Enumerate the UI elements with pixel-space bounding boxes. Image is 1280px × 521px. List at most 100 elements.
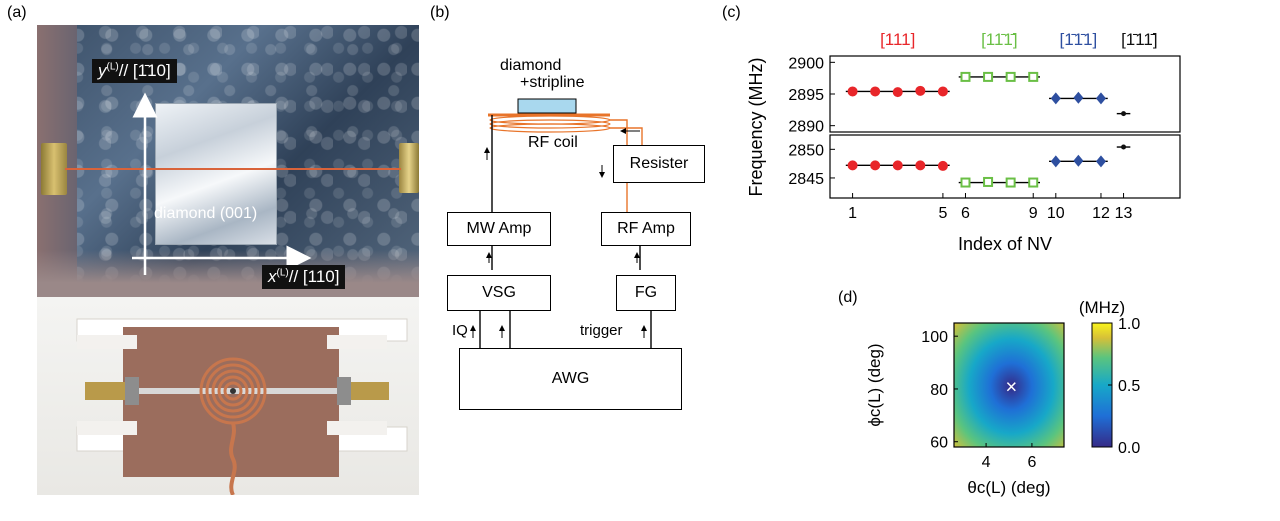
xtick-label: 1 xyxy=(848,205,857,222)
tape-top-left xyxy=(77,335,137,349)
upper-axes-box xyxy=(829,55,1181,133)
lower-point xyxy=(983,176,994,187)
upper-point xyxy=(1073,91,1084,104)
lower-point xyxy=(960,177,971,188)
upper-point xyxy=(937,86,948,97)
circuit-diagram xyxy=(470,98,652,348)
lower-point xyxy=(1121,144,1127,150)
lower-point xyxy=(1005,177,1016,188)
coil-leads xyxy=(229,422,237,495)
awg-box: AWG xyxy=(459,348,682,410)
stripline-label: +stripline xyxy=(520,74,585,91)
colorbar-tick-label: 1.0 xyxy=(1118,316,1140,333)
lower-ytick-label: 2845 xyxy=(788,171,824,188)
resister-box: Resister xyxy=(613,145,705,183)
heatmap-ytick-label: 100 xyxy=(921,329,948,346)
diamond-photo: y(L)// [1̄10] x(L)// [110] diamond (001) xyxy=(37,25,419,297)
rf-coil-symbol xyxy=(489,115,611,133)
tape-top-right xyxy=(327,335,387,349)
lower-axes-box xyxy=(829,134,1181,199)
panel-label-d: (d) xyxy=(838,289,858,306)
rf-amp-box: RF Amp xyxy=(601,212,691,246)
trigger-label: trigger xyxy=(580,322,623,339)
lower-point xyxy=(892,160,903,171)
y-direction-label: y(L)// [1̄10] xyxy=(92,59,177,83)
xtick-label: 9 xyxy=(1029,205,1038,222)
x-direction-label: x(L)// [110] xyxy=(262,265,346,289)
diamond-001-label: diamond (001) xyxy=(154,205,258,222)
iq-label: IQ xyxy=(452,322,468,339)
x-axis-label: Index of NV xyxy=(958,234,1052,254)
lower-ytick-label: 2850 xyxy=(788,142,824,159)
xtick-label: 10 xyxy=(1047,205,1065,222)
heatmap-field xyxy=(953,322,1065,448)
group-label-3: [1̄11̄] xyxy=(1121,30,1158,49)
panel-label-c: (c) xyxy=(722,4,741,21)
lower-point xyxy=(937,160,948,171)
diamond-label: diamond xyxy=(500,57,562,74)
tape-bottom-left xyxy=(77,421,137,435)
heatmap-x-label: θc(L) (deg) xyxy=(967,478,1050,497)
group-label-0: [111] xyxy=(880,30,915,49)
upper-point xyxy=(1005,71,1016,82)
sma-left-body xyxy=(85,382,125,400)
upper-ytick-label: 2900 xyxy=(788,55,824,72)
colorbar-tick-label: 0.0 xyxy=(1118,440,1140,457)
lower-point xyxy=(915,160,926,171)
sma-right-body xyxy=(349,382,389,400)
upper-point xyxy=(1028,71,1039,82)
xtick-label: 6 xyxy=(961,205,970,222)
lower-point xyxy=(1095,155,1106,168)
rf-coil-photo-drawing xyxy=(76,318,408,495)
lower-point xyxy=(1028,177,1039,188)
gold-pad-left xyxy=(41,143,67,195)
sma-left-clamp xyxy=(125,377,139,405)
gold-pad-right xyxy=(399,143,419,193)
xtick-label: 5 xyxy=(938,205,947,222)
lower-point xyxy=(847,160,858,171)
lower-point xyxy=(870,160,881,171)
upper-ytick-label: 2895 xyxy=(788,87,824,104)
minimum-marker: × xyxy=(1005,376,1017,398)
heatmap-ytick-label: 80 xyxy=(930,382,948,399)
heatmap-xtick-label: 4 xyxy=(982,454,991,471)
coil-center xyxy=(230,388,236,394)
upper-point xyxy=(915,85,926,96)
lower-point xyxy=(1050,155,1061,168)
tape-bottom-right xyxy=(327,421,387,435)
colorbar-title: (MHz) xyxy=(1079,298,1125,317)
photo-axes xyxy=(132,92,312,275)
upper-point xyxy=(1050,92,1061,105)
sma-right-clamp xyxy=(337,377,351,405)
upper-point xyxy=(983,71,994,82)
vsg-box: VSG xyxy=(447,275,551,311)
fg-box: FG xyxy=(616,275,676,311)
panel-label-a: (a) xyxy=(7,4,27,21)
upper-point xyxy=(1121,111,1127,117)
rf-coil-label: RF coil xyxy=(528,134,578,151)
xtick-label: 12 xyxy=(1092,205,1110,222)
upper-point xyxy=(960,71,971,82)
stripline xyxy=(65,168,401,170)
xtick-label: 13 xyxy=(1115,205,1133,222)
heatmap-y-label: ϕc(L) (deg) xyxy=(865,343,884,426)
upper-point xyxy=(1095,92,1106,105)
heatmap-xtick-label: 6 xyxy=(1027,454,1036,471)
rf-coil-photo xyxy=(37,297,419,495)
panel-label-b: (b) xyxy=(430,4,450,21)
upper-point xyxy=(892,87,903,98)
diamond-block xyxy=(517,98,577,114)
diamond-sample xyxy=(155,103,277,245)
upper-point xyxy=(847,86,858,97)
group-label-1: [11̄1̄] xyxy=(981,30,1018,49)
heatmap-ytick-label: 60 xyxy=(930,435,948,452)
upper-point xyxy=(870,86,881,97)
upper-ytick-label: 2890 xyxy=(788,119,824,136)
y-axis-label: Frequency (MHz) xyxy=(746,57,766,196)
group-label-2: [1̄1̄1] xyxy=(1059,30,1097,49)
mw-amp-box: MW Amp xyxy=(447,212,551,246)
frequency-chart: [111] [11̄1̄] [1̄1̄1] [1̄11̄] 2890 2895 2900 28… xyxy=(746,30,1181,254)
colorbar-tick-label: 0.5 xyxy=(1118,378,1140,395)
angle-heatmap: × 60 80 100 4 6 θc(L) (deg) ϕc(L) (deg) (MHz)1.0… xyxy=(865,298,1140,497)
lower-point xyxy=(1073,154,1084,167)
